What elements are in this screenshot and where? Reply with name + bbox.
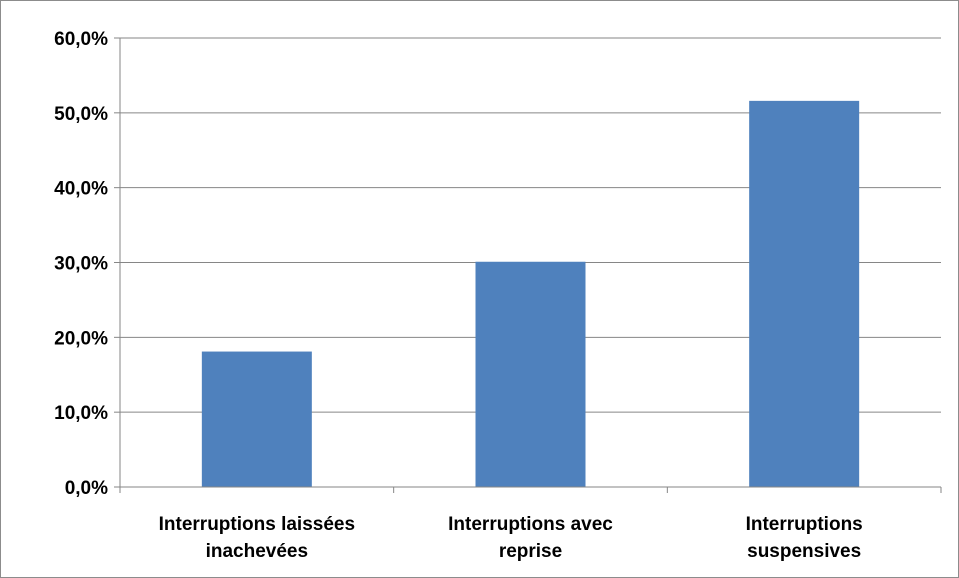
y-tick-label: 10,0% [54,403,108,424]
y-tick-label: 30,0% [54,254,108,275]
x-category-label: Interruptions suspensives [746,514,863,562]
bar [749,100,860,488]
bar [475,261,586,487]
x-category-label-line: reprise [499,541,562,562]
y-tick-label: 40,0% [54,179,108,200]
y-tick-label: 60,0% [54,29,108,50]
x-category-label-line: suspensives [747,541,861,562]
x-category-label: Interruptions avec reprise [448,514,613,562]
x-category-label-line: inachevées [206,541,308,562]
x-category-label: Interruptions laissées inachevées [159,514,355,562]
y-tick-label: 20,0% [54,328,108,349]
bar [201,351,312,487]
x-category-label-line: Interruptions [746,514,863,535]
y-tick-label: 0,0% [65,478,108,499]
x-category-label-line: Interruptions avec [448,514,613,535]
x-category-label-line: Interruptions laissées [159,514,355,535]
y-tick-label: 50,0% [54,104,108,125]
